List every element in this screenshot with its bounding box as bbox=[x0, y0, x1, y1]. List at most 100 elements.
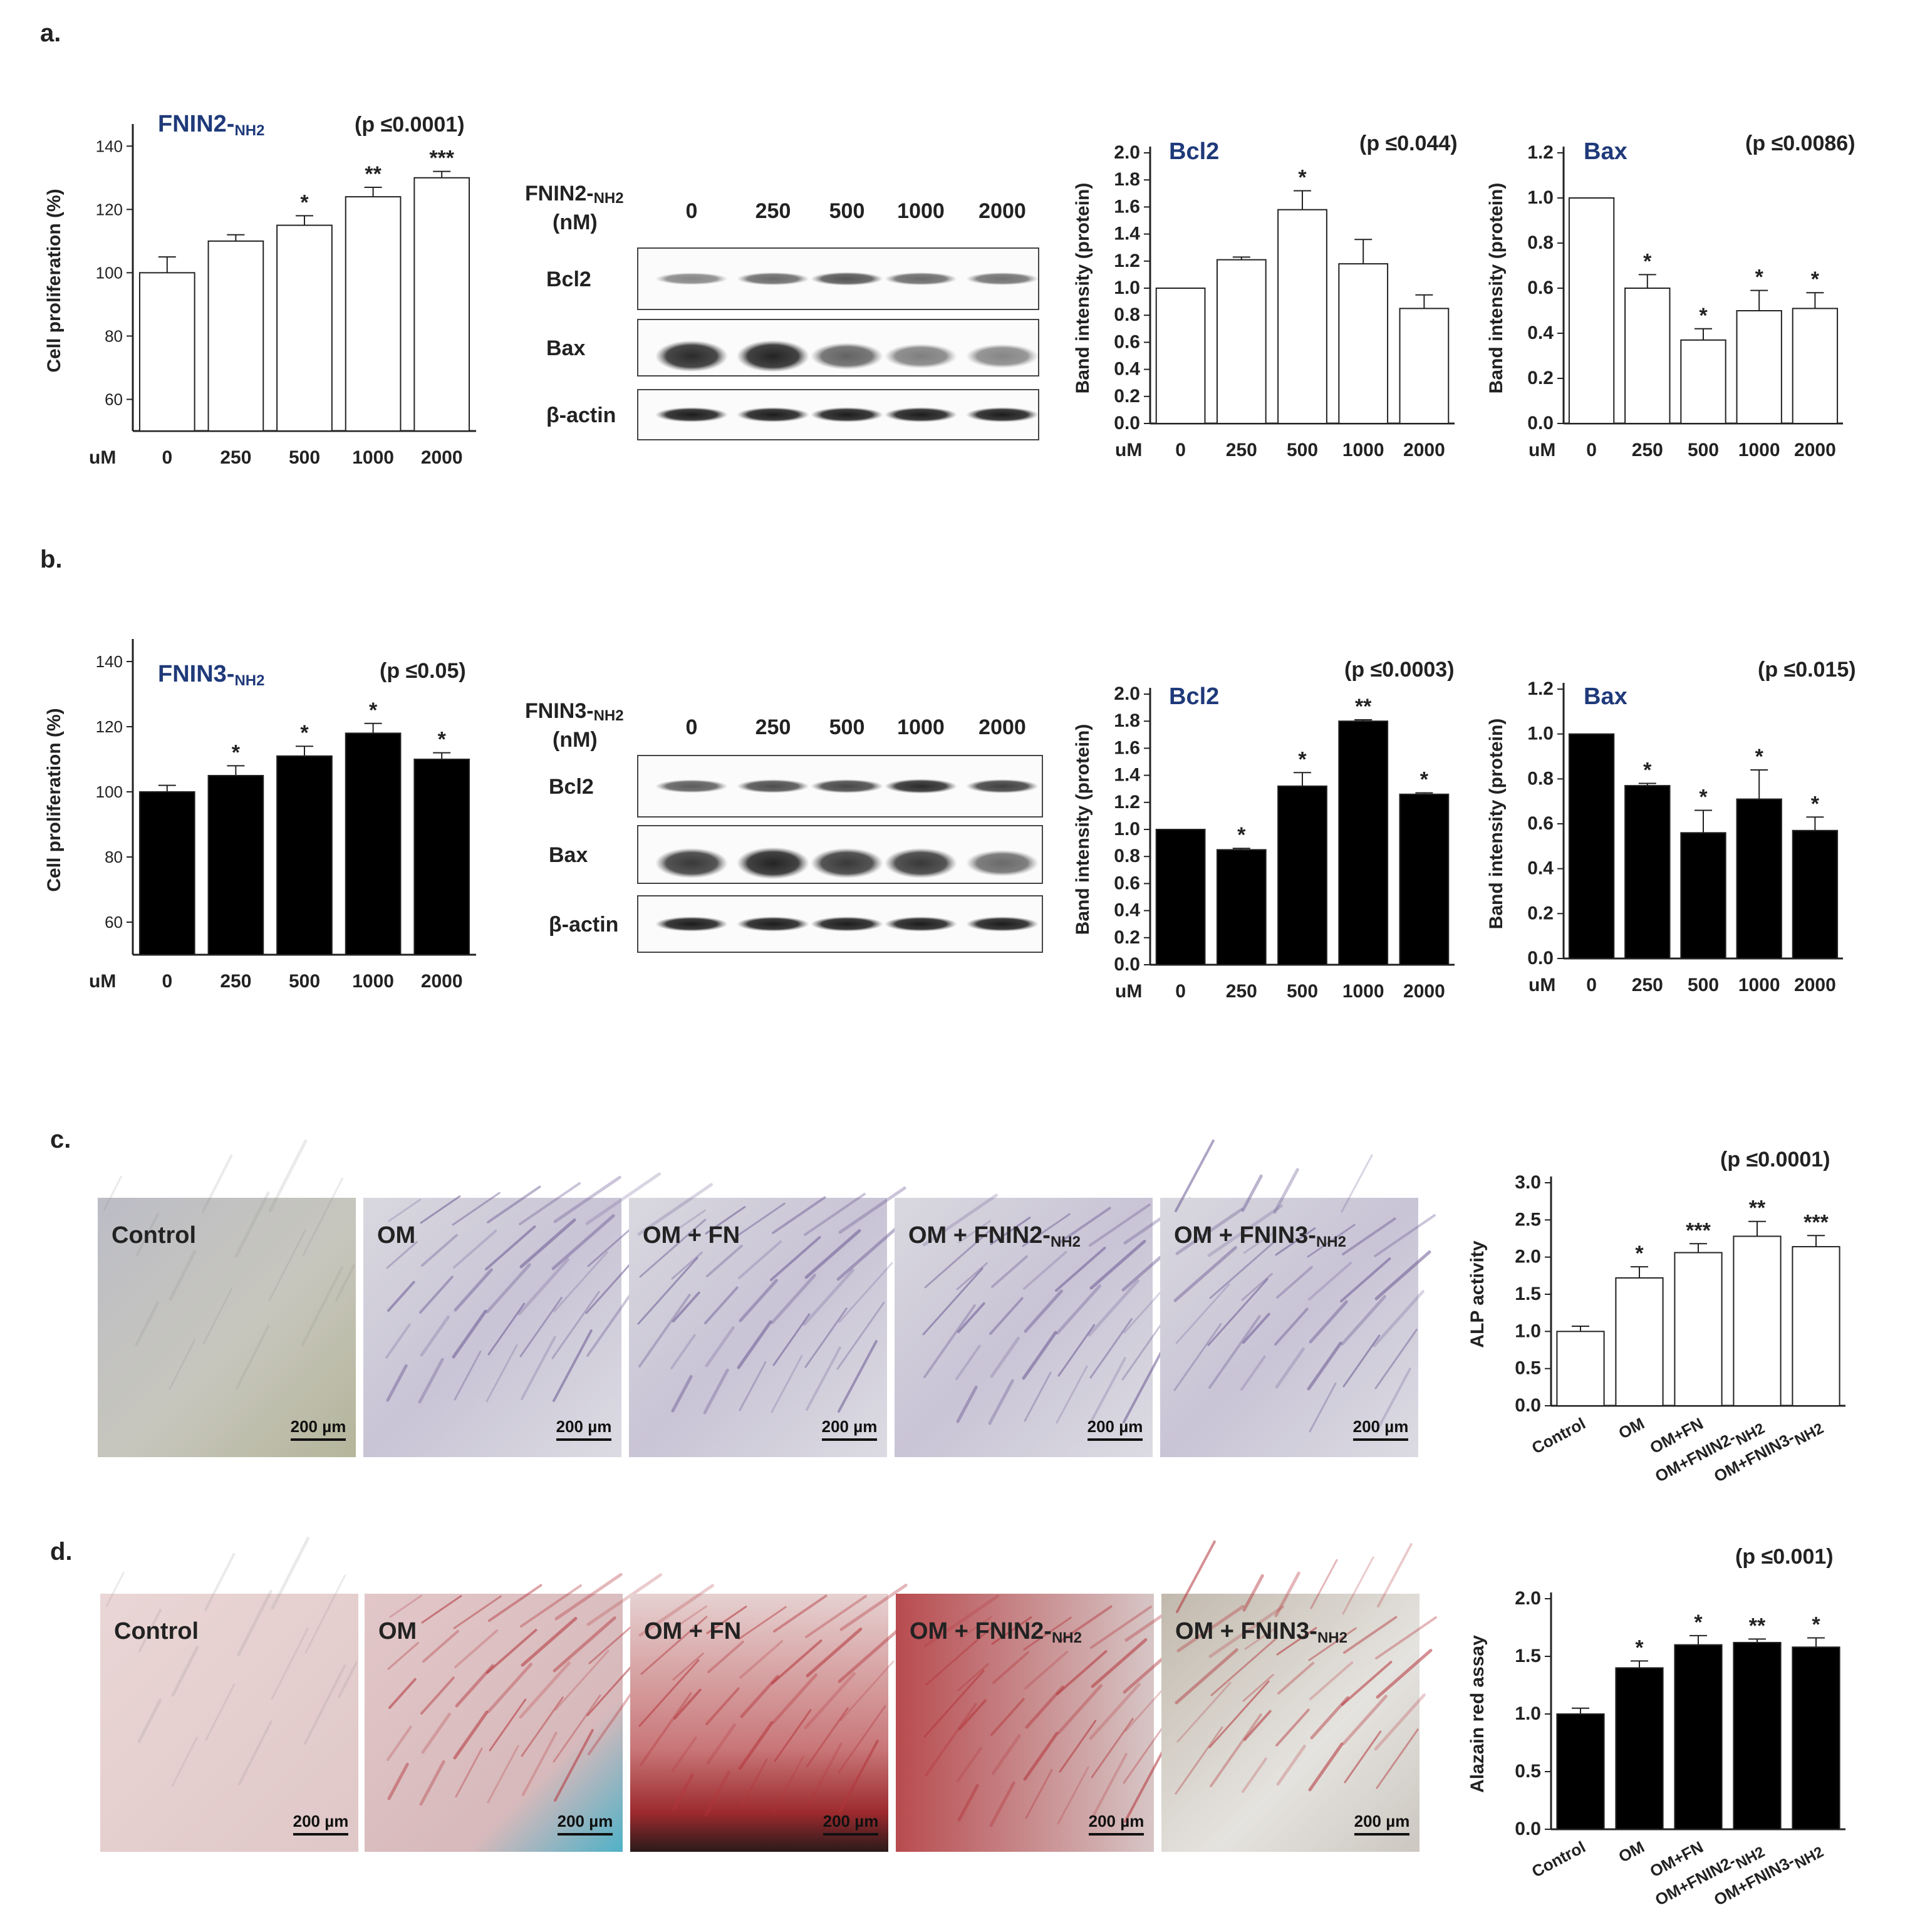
x-axis-unit-label: uM bbox=[89, 971, 116, 992]
significance-marker: *** bbox=[429, 147, 454, 170]
x-tick-label: 250 bbox=[220, 447, 251, 468]
micrograph-label: OM + FNIN3-NH2 bbox=[1174, 1222, 1346, 1250]
cell-streak bbox=[103, 1176, 122, 1212]
x-tick-label: 0 bbox=[1175, 440, 1186, 460]
cell-streak bbox=[1176, 1681, 1232, 1743]
lane-label: 500 bbox=[829, 199, 865, 223]
cell-streak bbox=[738, 1606, 787, 1640]
bar-0 bbox=[1155, 829, 1206, 965]
cell-streak bbox=[838, 1262, 893, 1323]
cell-streak bbox=[453, 1595, 502, 1629]
p-value-label: (p ≤0.0001) bbox=[1720, 1148, 1830, 1171]
micrograph-label-text: OM + FN bbox=[643, 1222, 740, 1249]
blot-title-text: FNIN3- bbox=[525, 699, 594, 723]
significance-marker: * bbox=[300, 721, 309, 745]
cell-streak bbox=[836, 1301, 885, 1370]
micrograph-om-fnin2: OM + FNIN2-NH2 200 µm bbox=[895, 1193, 1191, 1457]
cell-streak bbox=[923, 1304, 976, 1378]
cell-streak bbox=[420, 1195, 461, 1224]
micrograph-label: OM + FN bbox=[644, 1618, 741, 1644]
protein-band bbox=[737, 407, 809, 422]
cell-streak bbox=[388, 1198, 422, 1222]
cell-streak bbox=[522, 1732, 558, 1796]
y-tick-label: 0.2 bbox=[1527, 903, 1554, 923]
cell-streak bbox=[1208, 1680, 1270, 1748]
y-tick-label: 100 bbox=[96, 263, 123, 282]
cell-streak bbox=[923, 1670, 985, 1738]
cell-streak bbox=[1342, 1556, 1374, 1615]
micrograph-label-text: Control bbox=[114, 1618, 199, 1644]
x-tick-label: OM+FNIN3-NH2 bbox=[1711, 1414, 1827, 1490]
chart-d-alizarin-red: 0.0 0.5 1.0 1.5 2.0 Alazain red assay Control *… bbox=[1467, 1545, 1845, 1909]
y-axis-label: Cell proliferation (%) bbox=[44, 189, 65, 372]
x-tick-text: OM bbox=[1616, 1414, 1648, 1443]
x-axis-unit-label: uM bbox=[1529, 440, 1555, 460]
bar-500 bbox=[276, 224, 333, 432]
cell-streak bbox=[738, 1721, 774, 1770]
cell-streak bbox=[1307, 1223, 1356, 1258]
cell-streak bbox=[519, 1182, 581, 1225]
micrograph-background bbox=[365, 1594, 623, 1852]
bar-om bbox=[1615, 1667, 1664, 1830]
y-tick-label: 1.2 bbox=[1527, 142, 1554, 163]
cell-streak bbox=[671, 1374, 693, 1413]
x-tick-label: 2000 bbox=[1794, 975, 1836, 995]
cell-streak bbox=[1309, 1300, 1348, 1344]
cell-streak bbox=[990, 1217, 1031, 1245]
protein-band bbox=[655, 407, 728, 422]
y-tick-label: 120 bbox=[96, 717, 123, 736]
cell-streak bbox=[1243, 1230, 1277, 1254]
x-tick-label: 500 bbox=[1688, 440, 1719, 460]
cell-streak bbox=[1276, 1744, 1306, 1786]
x-tick-label: 1000 bbox=[352, 971, 394, 992]
panel-label-a: a. bbox=[40, 19, 61, 47]
cell-streak bbox=[421, 1233, 458, 1267]
y-tick-label: 1.0 bbox=[1114, 278, 1140, 298]
x-tick-label: 1000 bbox=[1342, 981, 1384, 1002]
cell-streak bbox=[737, 1202, 786, 1237]
cell-streak bbox=[553, 1329, 593, 1402]
cell-streak bbox=[1175, 1726, 1223, 1795]
cell-streak bbox=[1375, 1616, 1437, 1659]
bar-0 bbox=[1568, 733, 1615, 959]
cell-streak bbox=[234, 1191, 270, 1258]
cell-streak bbox=[1208, 1315, 1261, 1389]
micrograph-background bbox=[895, 1198, 1153, 1457]
y-tick-label: 120 bbox=[96, 200, 123, 219]
cell-streak bbox=[485, 1263, 531, 1314]
cell-streak bbox=[990, 1336, 1020, 1378]
micrograph-label: Control bbox=[112, 1222, 196, 1249]
significance-marker: * bbox=[1420, 768, 1429, 792]
bar-1000 bbox=[1338, 720, 1389, 965]
y-tick-label: 1.5 bbox=[1515, 1284, 1541, 1304]
y-tick-label: 1.0 bbox=[1527, 724, 1554, 744]
cell-streak bbox=[1210, 1713, 1262, 1787]
micrograph-label-subscript: NH2 bbox=[1316, 1233, 1346, 1250]
cell-streak bbox=[1208, 1605, 1285, 1658]
y-tick-label: 60 bbox=[105, 913, 123, 932]
cell-streak bbox=[1276, 1265, 1313, 1299]
cell-streak bbox=[421, 1595, 462, 1624]
y-tick-label: 0.0 bbox=[1114, 954, 1140, 975]
cell-streak bbox=[770, 1236, 821, 1281]
chart-title: Bax bbox=[1584, 683, 1627, 710]
cell-streak bbox=[521, 1336, 556, 1400]
cell-streak bbox=[1056, 1365, 1088, 1424]
bar-om-fnin3- bbox=[1792, 1646, 1840, 1831]
micrograph-label-text: Control bbox=[112, 1222, 196, 1249]
y-axis-label: ALP activity bbox=[1467, 1240, 1488, 1348]
cell-streak bbox=[989, 1297, 1024, 1335]
protein-band bbox=[655, 779, 728, 793]
bar-2000 bbox=[413, 759, 470, 955]
bar-500 bbox=[1277, 785, 1327, 965]
cell-streak bbox=[1207, 1278, 1269, 1346]
panel-label-d: d. bbox=[50, 1538, 73, 1566]
micrograph-om-fnin3: OM + FNIN3-NH2 200 µm bbox=[1161, 1540, 1437, 1852]
p-value-label: (p ≤0.015) bbox=[1758, 658, 1856, 682]
protein-band bbox=[885, 779, 957, 794]
cell-streak bbox=[1056, 1284, 1101, 1335]
cell-streak bbox=[922, 1267, 984, 1336]
cell-streak bbox=[703, 1368, 729, 1415]
protein-band bbox=[655, 273, 728, 285]
